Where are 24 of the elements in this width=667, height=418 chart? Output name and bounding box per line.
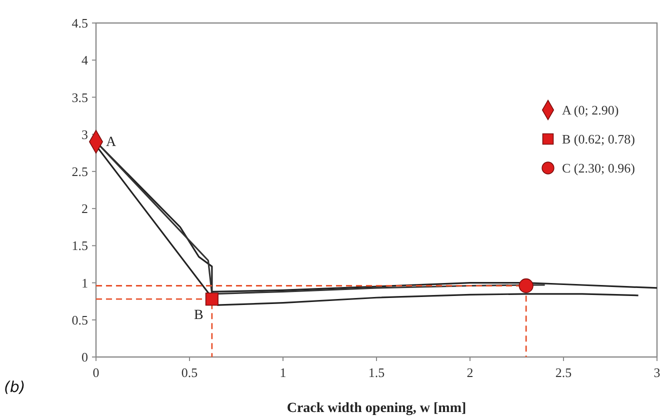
text: (b): [4, 378, 26, 396]
y-tick-label: 4.5: [72, 16, 88, 31]
annotation: A: [106, 134, 117, 150]
x-tick-label: 0.5: [181, 365, 198, 380]
x-tick-label: 1.5: [368, 365, 385, 380]
y-tick-label: 1: [82, 275, 88, 290]
legend-label: A (0; 2.90): [562, 102, 619, 118]
x-tick-label: 2: [466, 365, 474, 380]
x-tick-label: 0: [92, 365, 100, 380]
y-tick-label: 1.5: [72, 238, 88, 254]
x-tick-label: 1: [280, 365, 286, 380]
y-tick-label: 0: [82, 350, 88, 365]
y-tick-label: 2.5: [72, 164, 88, 179]
x-tick-label: 3: [654, 365, 660, 380]
legend-label: B (0.62; 0.78): [562, 132, 635, 147]
x-axis-title: Crack width opening, w [mm]: [286, 401, 466, 416]
y-tick-label: 0.5: [72, 312, 88, 328]
legend-label: C (2.30; 0.96): [562, 160, 635, 176]
y-tick-label: 3.5: [72, 90, 88, 105]
x-tick-label: 2.5: [555, 365, 572, 380]
y-tick-label: 4: [82, 52, 88, 68]
y-tick-label: 3: [82, 126, 88, 142]
y-tick-label: 2: [82, 201, 88, 216]
annotation: B: [194, 308, 204, 324]
